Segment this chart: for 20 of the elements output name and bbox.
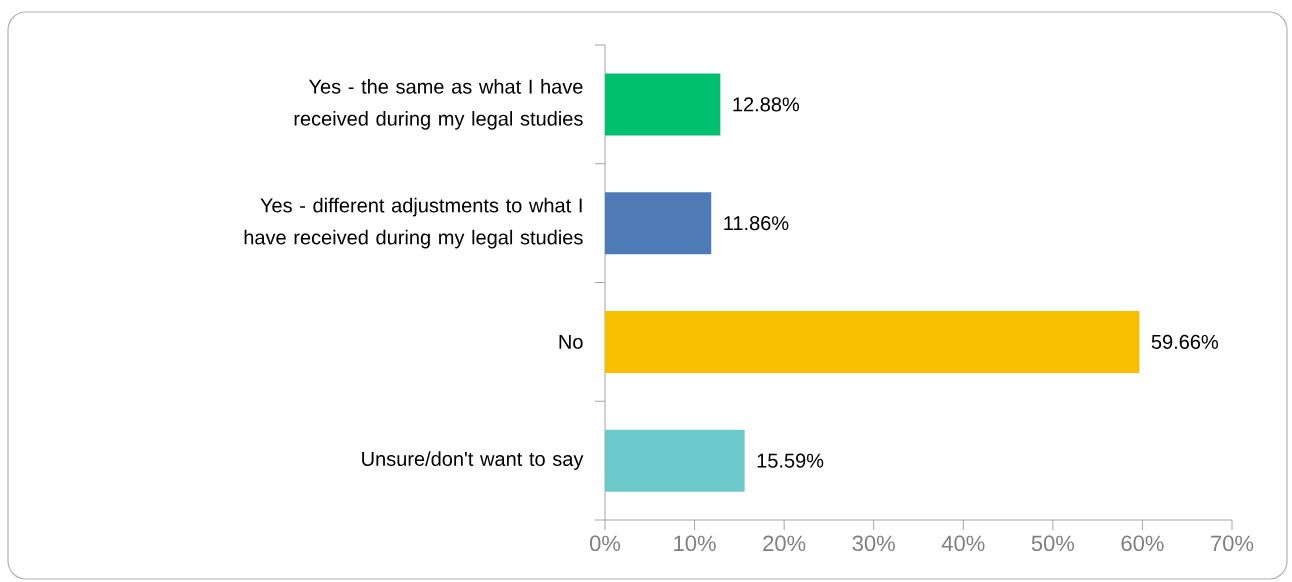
x-tick-label: 30% — [852, 535, 895, 552]
x-tick-label: 20% — [763, 535, 806, 552]
x-tick-label: 40% — [941, 535, 985, 552]
y-tick-label: Unsure/don't want to say — [362, 451, 584, 470]
data-label: 12.88% — [733, 97, 800, 112]
bar — [605, 310, 1140, 373]
y-tick-label: Yes - the same as what I have received during my legal studies — [294, 79, 583, 130]
y-tick-label: Yes - different adjustments to what I have received during my legal studies — [244, 197, 583, 249]
x-tick-label: 0% — [589, 535, 621, 552]
data-label: 11.86% — [724, 216, 789, 231]
data-label: 15.59% — [757, 453, 824, 468]
bar — [605, 192, 712, 255]
x-tick-label: 50% — [1031, 535, 1075, 552]
bar — [605, 429, 745, 492]
x-tick-label: 10% — [674, 535, 716, 552]
x-tick-label: 70% — [1211, 535, 1254, 552]
data-label: 59.66% — [1151, 334, 1219, 349]
bar — [605, 73, 721, 136]
y-tick-label: No — [559, 334, 583, 349]
x-tick-label: 60% — [1121, 535, 1164, 552]
